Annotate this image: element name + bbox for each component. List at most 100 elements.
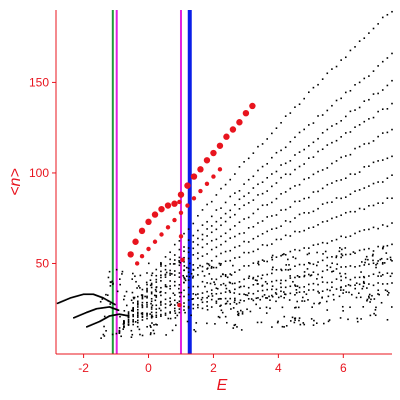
black-data-point	[145, 281, 148, 284]
black-data-point	[266, 288, 269, 291]
black-data-point	[213, 281, 215, 283]
black-data-point	[121, 313, 124, 316]
black-data-point	[210, 239, 213, 242]
black-data-point	[220, 243, 222, 246]
black-data-point	[284, 279, 287, 282]
black-data-point	[377, 202, 379, 205]
black-data-point	[160, 300, 162, 303]
black-data-point	[101, 319, 104, 321]
black-data-point	[86, 293, 88, 296]
red-data-point	[171, 200, 178, 207]
black-data-point	[257, 290, 259, 292]
black-data-point	[187, 299, 190, 301]
black-data-point	[174, 312, 177, 315]
black-data-point	[238, 301, 241, 304]
black-data-point	[275, 214, 278, 216]
black-data-point	[289, 220, 292, 223]
black-data-point	[289, 206, 292, 208]
black-data-point	[108, 306, 111, 308]
black-data-point	[160, 274, 162, 277]
black-data-point	[358, 40, 361, 42]
black-data-point	[160, 313, 162, 316]
black-data-point	[234, 173, 236, 175]
black-data-point	[261, 192, 264, 195]
black-data-point	[225, 302, 228, 305]
black-data-point	[106, 299, 109, 302]
black-data-point	[331, 256, 333, 258]
black-data-point	[117, 313, 120, 316]
black-data-point	[132, 320, 134, 323]
black-data-point	[78, 294, 81, 297]
black-data-point	[212, 266, 215, 269]
black-data-point	[220, 262, 222, 265]
black-data-point	[65, 298, 68, 301]
black-data-point	[116, 308, 118, 311]
black-data-point	[81, 293, 84, 296]
black-data-point	[79, 314, 82, 316]
black-data-point	[280, 193, 282, 195]
black-data-point	[206, 305, 208, 307]
black-data-point	[125, 314, 128, 317]
black-data-point	[91, 309, 94, 312]
y-axis-title: <n>	[7, 168, 24, 196]
black-data-point	[233, 324, 236, 327]
black-data-point	[224, 212, 227, 215]
black-data-point	[275, 300, 277, 303]
black-data-point	[360, 318, 362, 320]
black-data-point	[368, 185, 370, 187]
black-data-point	[100, 319, 103, 322]
black-data-point	[160, 304, 162, 306]
black-data-point	[160, 263, 162, 265]
black-data-point	[261, 259, 264, 261]
black-data-point	[257, 262, 259, 265]
black-data-point	[306, 268, 309, 270]
black-data-point	[294, 217, 296, 219]
black-data-point	[372, 259, 374, 262]
black-data-point	[371, 294, 373, 297]
black-data-point	[178, 291, 181, 294]
red-data-point	[178, 234, 184, 239]
black-data-point	[284, 146, 287, 149]
black-data-point	[312, 156, 315, 158]
black-data-point	[192, 254, 195, 256]
y-tick-label: 100	[29, 166, 49, 180]
black-data-point	[160, 294, 162, 297]
black-data-point	[283, 291, 285, 293]
black-data-point	[340, 235, 342, 238]
black-data-point	[238, 198, 241, 201]
black-data-point	[264, 280, 267, 283]
black-data-point	[169, 274, 171, 276]
black-data-point	[82, 293, 85, 296]
black-data-point	[215, 255, 218, 258]
black-data-point	[243, 240, 245, 243]
black-data-point	[266, 162, 269, 165]
black-data-point	[340, 156, 342, 159]
black-data-point	[197, 229, 199, 232]
black-data-point	[243, 161, 245, 163]
black-data-point	[321, 148, 324, 151]
black-data-point	[187, 286, 190, 289]
black-data-point	[325, 300, 328, 303]
black-data-point	[280, 121, 282, 124]
black-data-point	[164, 284, 167, 286]
black-data-point	[377, 23, 379, 25]
black-data-point	[94, 322, 97, 325]
black-data-point	[375, 266, 377, 269]
black-data-point	[367, 258, 369, 261]
black-data-point	[187, 228, 190, 230]
black-data-point	[358, 106, 361, 109]
black-data-point	[326, 242, 329, 245]
black-data-point	[155, 268, 158, 271]
black-data-point	[316, 278, 318, 280]
black-data-point	[96, 321, 99, 324]
black-data-point	[341, 254, 344, 257]
black-data-point	[232, 327, 235, 329]
black-data-point	[197, 297, 199, 299]
black-data-point	[239, 299, 242, 302]
black-data-point	[269, 299, 271, 301]
black-data-point	[224, 240, 227, 243]
black-data-point	[79, 294, 82, 296]
black-data-point	[112, 307, 114, 309]
black-data-point	[298, 276, 301, 278]
black-data-point	[384, 289, 387, 291]
